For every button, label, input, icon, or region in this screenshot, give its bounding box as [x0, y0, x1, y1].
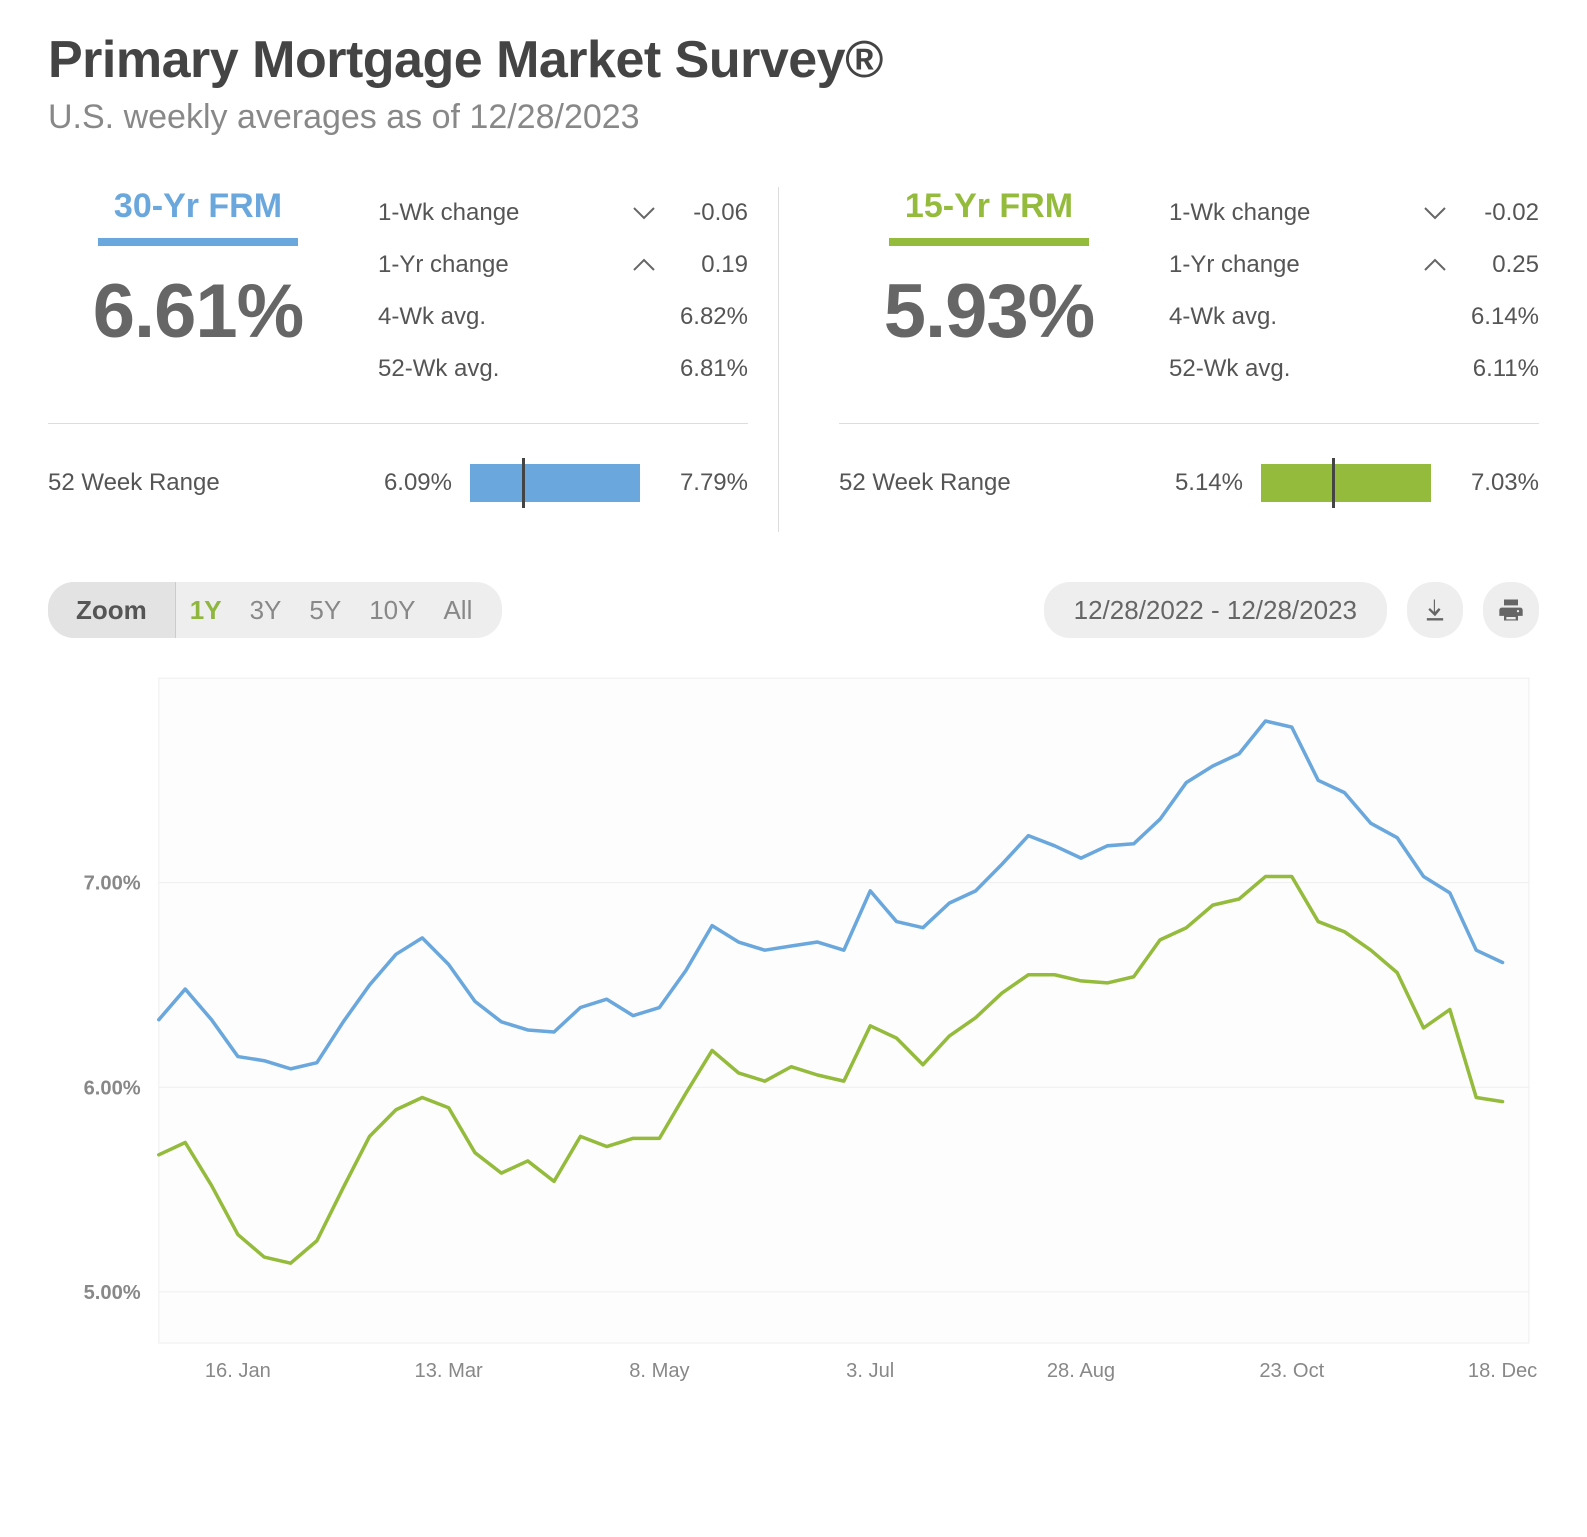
- range-high: 7.03%: [1449, 469, 1539, 497]
- print-button[interactable]: [1483, 582, 1539, 638]
- zoom-option-1y[interactable]: 1Y: [190, 595, 222, 626]
- range-row: 52 Week Range5.14% 7.03%: [839, 446, 1539, 532]
- zoom-option-all[interactable]: All: [443, 595, 472, 626]
- download-icon: [1421, 596, 1449, 624]
- frm-label: 15-Yr FRM: [905, 187, 1073, 226]
- print-icon: [1497, 596, 1525, 624]
- stat-value: -0.06: [658, 199, 748, 227]
- page-title: Primary Mortgage Market Survey®: [48, 30, 1539, 90]
- frm-rate: 5.93%: [884, 268, 1095, 355]
- frm-label: 30-Yr FRM: [114, 187, 282, 226]
- zoom-control: Zoom 1Y 3Y 5Y 10Y All: [48, 582, 502, 638]
- y-tick-label: 7.00%: [84, 873, 141, 895]
- stat-value: 6.14%: [1449, 303, 1539, 331]
- stat-row: 1-Wk change -0.06: [378, 187, 748, 239]
- stat-label: 1-Yr change: [378, 251, 630, 279]
- x-tick-label: 13. Mar: [415, 1360, 484, 1382]
- stats-list: 1-Wk change -0.02 1-Yr change 0.25 4-Wk avg.…: [1169, 187, 1539, 395]
- trend-down-icon: [1421, 206, 1449, 220]
- stats-list: 1-Wk change -0.06 1-Yr change 0.19 4-Wk avg.…: [378, 187, 748, 395]
- range-row: 52 Week Range6.09% 7.79%: [48, 446, 748, 532]
- stat-label: 52-Wk avg.: [1169, 355, 1421, 383]
- range-label: 52 Week Range: [48, 469, 362, 497]
- stat-value: 6.11%: [1449, 355, 1539, 383]
- trend-up-icon: [630, 258, 658, 272]
- date-range-display[interactable]: 12/28/2022 - 12/28/2023: [1044, 582, 1387, 638]
- x-tick-label: 18. Dec: [1468, 1360, 1537, 1382]
- stat-value: 0.25: [1449, 251, 1539, 279]
- stat-label: 4-Wk avg.: [378, 303, 630, 331]
- range-label: 52 Week Range: [839, 469, 1153, 497]
- summary-cards: 30-Yr FRM 6.61% 1-Wk change -0.06 1-Yr chang…: [48, 187, 1539, 532]
- zoom-option-3y[interactable]: 3Y: [250, 595, 282, 626]
- card-frm15: 15-Yr FRM 5.93% 1-Wk change -0.02 1-Yr chang…: [778, 187, 1539, 532]
- frm-underline: [98, 238, 298, 246]
- card-frm30: 30-Yr FRM 6.61% 1-Wk change -0.06 1-Yr chang…: [48, 187, 748, 532]
- range-high: 7.79%: [658, 469, 748, 497]
- x-tick-label: 23. Oct: [1259, 1360, 1324, 1382]
- range-low: 5.14%: [1153, 469, 1243, 497]
- zoom-label: Zoom: [48, 582, 176, 638]
- x-tick-label: 8. May: [629, 1360, 690, 1382]
- rate-chart: 5.00% 6.00% 7.00% 16. Jan 13. Mar 8. May 3. Ju…: [48, 668, 1539, 1414]
- stat-row: 1-Yr change 0.25: [1169, 239, 1539, 291]
- zoom-option-5y[interactable]: 5Y: [309, 595, 341, 626]
- range-low: 6.09%: [362, 469, 452, 497]
- stat-value: 6.82%: [658, 303, 748, 331]
- stat-label: 52-Wk avg.: [378, 355, 630, 383]
- range-bar: [1261, 464, 1431, 502]
- y-tick-label: 5.00%: [84, 1282, 141, 1304]
- range-bar: [470, 464, 640, 502]
- download-button[interactable]: [1407, 582, 1463, 638]
- stat-row: 1-Yr change 0.19: [378, 239, 748, 291]
- x-tick-label: 16. Jan: [205, 1360, 271, 1382]
- chart-controls: Zoom 1Y 3Y 5Y 10Y All 12/28/2022 - 12/28/202…: [48, 582, 1539, 638]
- stat-value: 6.81%: [658, 355, 748, 383]
- stat-row: 52-Wk avg. 6.11%: [1169, 343, 1539, 395]
- stat-row: 52-Wk avg. 6.81%: [378, 343, 748, 395]
- y-tick-label: 6.00%: [84, 1077, 141, 1099]
- frm-rate: 6.61%: [93, 268, 304, 355]
- page-subtitle: U.S. weekly averages as of 12/28/2023: [48, 98, 1539, 137]
- stat-label: 4-Wk avg.: [1169, 303, 1421, 331]
- stat-row: 4-Wk avg. 6.82%: [378, 291, 748, 343]
- trend-down-icon: [630, 206, 658, 220]
- stat-label: 1-Yr change: [1169, 251, 1421, 279]
- stat-row: 4-Wk avg. 6.14%: [1169, 291, 1539, 343]
- x-tick-label: 3. Jul: [846, 1360, 894, 1382]
- frm-underline: [889, 238, 1089, 246]
- trend-up-icon: [1421, 258, 1449, 272]
- stat-value: -0.02: [1449, 199, 1539, 227]
- stat-label: 1-Wk change: [378, 199, 630, 227]
- stat-value: 0.19: [658, 251, 748, 279]
- x-tick-label: 28. Aug: [1047, 1360, 1115, 1382]
- stat-row: 1-Wk change -0.02: [1169, 187, 1539, 239]
- zoom-option-10y[interactable]: 10Y: [369, 595, 415, 626]
- stat-label: 1-Wk change: [1169, 199, 1421, 227]
